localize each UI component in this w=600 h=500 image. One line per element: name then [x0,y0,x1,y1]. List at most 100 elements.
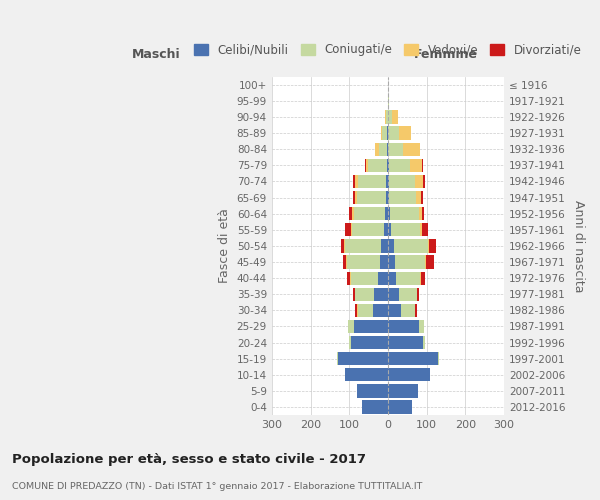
Bar [386,175,388,188]
Bar [388,110,392,124]
Bar [417,288,419,301]
Bar [354,207,385,220]
Bar [374,288,388,301]
Bar [385,207,388,220]
Bar [387,126,388,140]
Bar [388,223,391,236]
Bar [429,240,436,252]
Bar [422,336,425,349]
Bar [389,158,410,172]
Bar [350,272,351,284]
Bar [388,126,399,140]
Bar [388,400,412,413]
Bar [385,110,386,124]
Bar [388,240,394,252]
Bar [422,175,425,188]
Bar [351,272,378,284]
Bar [337,352,338,366]
Bar [389,175,415,188]
Bar [386,110,388,124]
Text: COMUNE DI PREDAZZO (TN) - Dati ISTAT 1° gennaio 2017 - Elaborazione TUTTITALIA.I: COMUNE DI PREDAZZO (TN) - Dati ISTAT 1° … [12,482,422,491]
Bar [355,304,358,317]
Bar [346,256,347,268]
Bar [415,304,416,317]
Bar [425,256,426,268]
Bar [419,320,424,333]
Bar [388,304,401,317]
Bar [382,126,387,140]
Bar [358,304,373,317]
Bar [421,272,425,284]
Bar [349,207,352,220]
Bar [338,352,388,366]
Bar [387,158,388,172]
Bar [388,336,422,349]
Bar [349,336,351,349]
Bar [355,191,356,204]
Bar [420,223,422,236]
Bar [438,352,439,366]
Bar [358,175,386,188]
Bar [388,142,403,156]
Bar [357,384,388,398]
Bar [389,191,416,204]
Bar [388,384,418,398]
Bar [351,336,388,349]
Bar [391,223,420,236]
Bar [354,320,388,333]
Text: Femmine: Femmine [414,48,478,62]
Bar [419,207,422,220]
Bar [426,256,434,268]
Bar [344,240,382,252]
Bar [386,191,388,204]
Bar [388,158,389,172]
Bar [399,126,411,140]
Bar [352,207,354,220]
Bar [397,272,421,284]
Bar [380,126,382,140]
Bar [379,142,388,156]
Bar [373,304,388,317]
Bar [388,191,389,204]
Bar [346,368,388,382]
Bar [353,191,355,204]
Bar [346,223,351,236]
Bar [388,207,390,220]
Bar [375,142,379,156]
Bar [388,175,389,188]
Text: Popolazione per età, sesso e stato civile - 2017: Popolazione per età, sesso e stato civil… [12,452,366,466]
Bar [421,191,422,204]
Bar [384,223,388,236]
Bar [348,320,354,333]
Bar [400,288,417,301]
Bar [365,158,366,172]
Bar [388,256,395,268]
Bar [355,175,358,188]
Bar [382,240,388,252]
Bar [415,175,422,188]
Bar [388,272,397,284]
Bar [343,256,346,268]
Bar [403,142,419,156]
Bar [422,223,428,236]
Bar [347,256,380,268]
Bar [401,304,415,317]
Bar [341,240,344,252]
Bar [388,320,419,333]
Bar [428,240,429,252]
Bar [388,368,430,382]
Bar [394,240,428,252]
Y-axis label: Anni di nascita: Anni di nascita [572,200,585,292]
Y-axis label: Fasce di età: Fasce di età [218,208,231,284]
Bar [368,158,387,172]
Bar [352,223,384,236]
Legend: Celibi/Nubili, Coniugati/e, Vedovi/e, Divorziati/e: Celibi/Nubili, Coniugati/e, Vedovi/e, Di… [190,38,586,61]
Bar [419,142,421,156]
Bar [395,256,425,268]
Bar [390,207,419,220]
Bar [353,288,355,301]
Bar [416,191,421,204]
Bar [362,400,388,413]
Bar [410,158,422,172]
Bar [351,223,352,236]
